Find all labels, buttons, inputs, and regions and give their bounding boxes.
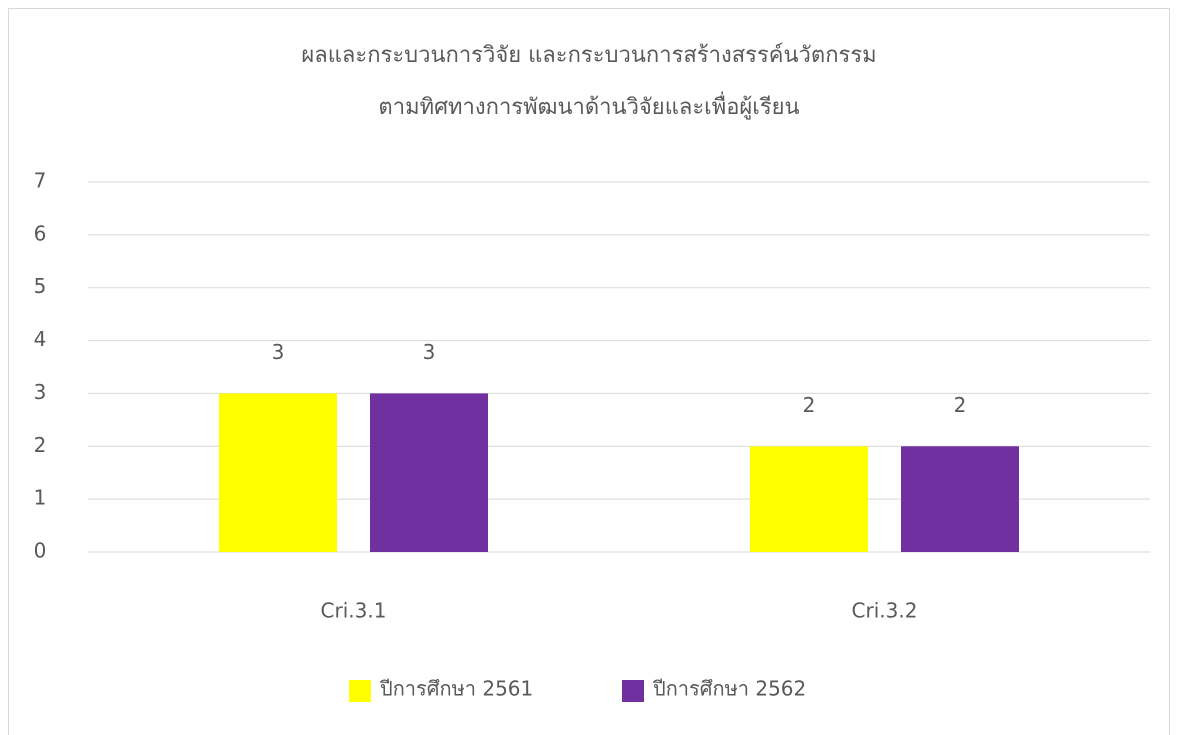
x-tick-label: Cri.3.1 (321, 599, 387, 623)
y-tick-label: 1 (34, 486, 47, 510)
y-tick-label: 5 (34, 274, 47, 298)
data-label: 2 (954, 393, 967, 417)
data-label: 3 (423, 340, 436, 364)
y-tick-label: 2 (34, 433, 47, 457)
legend-label: ปีการศึกษา 2561 (380, 677, 534, 701)
legend-swatch (349, 680, 371, 702)
bar (901, 446, 1019, 552)
chart-border (8, 8, 1170, 735)
chart-title: ผลและกระบวนการวิจัย และกระบวนการสร้างสรร… (301, 43, 876, 68)
bar (370, 393, 488, 552)
y-tick-label: 7 (34, 169, 47, 193)
y-tick-label: 4 (34, 327, 47, 351)
data-label: 2 (803, 393, 816, 417)
x-tick-label: Cri.3.2 (852, 599, 918, 623)
bar (750, 446, 868, 552)
legend-label: ปีการศึกษา 2562 (653, 677, 807, 701)
legend-swatch (622, 680, 644, 702)
y-tick-label: 0 (34, 539, 47, 563)
y-tick-label: 6 (34, 221, 47, 245)
y-tick-label: 3 (34, 380, 47, 404)
data-label: 3 (272, 340, 285, 364)
chart-title: ตามทิศทางการพัฒนาด้านวิจัยและเพื่อผู้เรี… (378, 91, 799, 120)
bar (219, 393, 337, 552)
